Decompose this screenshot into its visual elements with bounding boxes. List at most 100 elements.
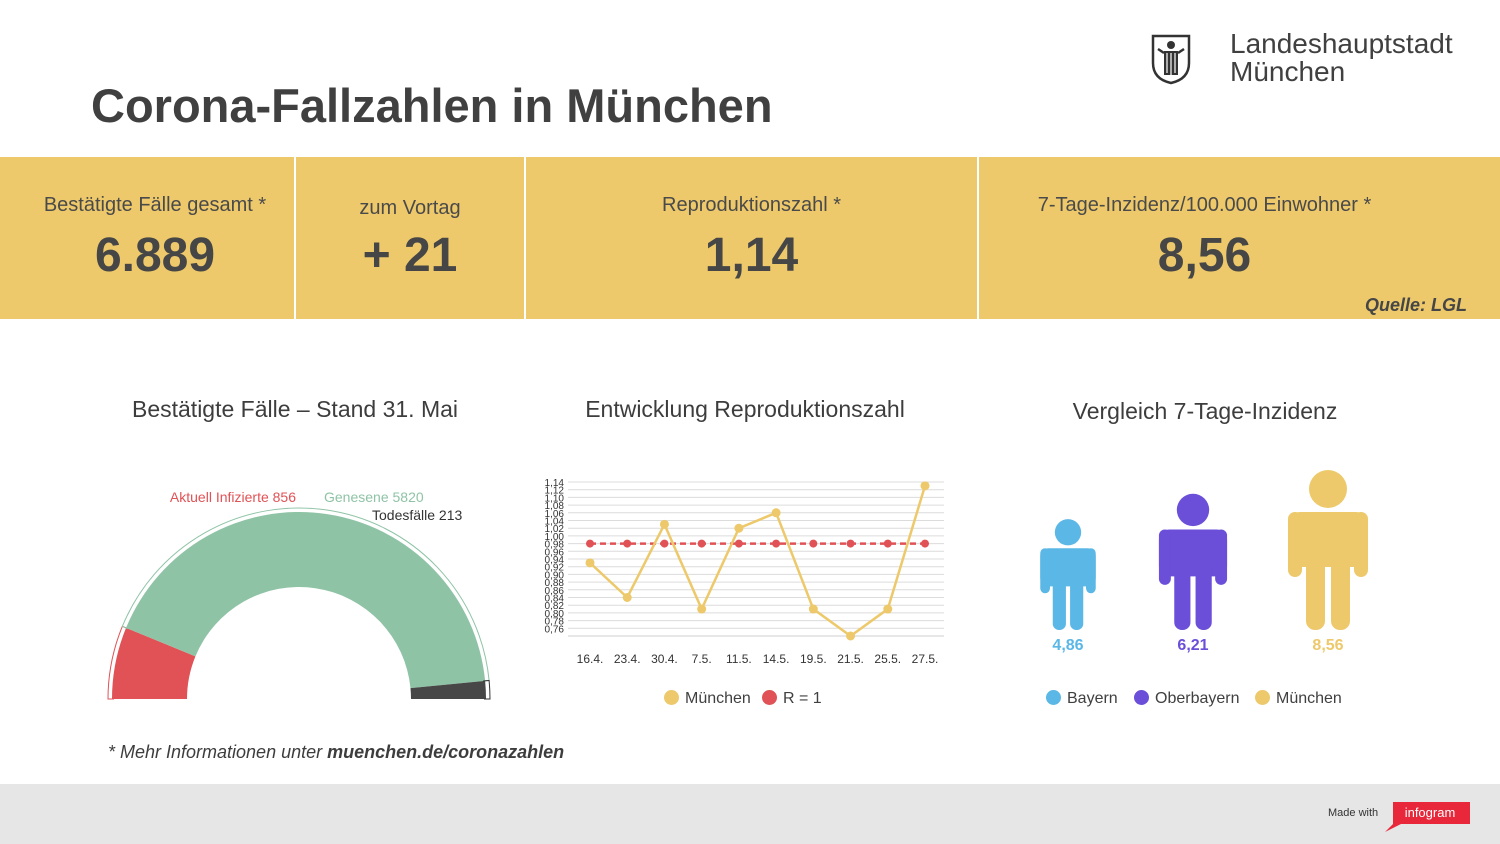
legend-dot — [1134, 690, 1149, 705]
slice-deaths-bracket — [483, 679, 491, 700]
point-r1[interactable] — [586, 539, 594, 548]
legend-dot — [1255, 690, 1270, 705]
infogram-logo-text: infogram — [1405, 805, 1456, 820]
y-tick-label: 1,14 — [545, 478, 565, 489]
made-with-label: Made with — [1328, 807, 1379, 819]
point-muenchen[interactable] — [622, 593, 632, 602]
kpi-reproduction-value: 1,14 — [704, 229, 799, 282]
point-r1[interactable] — [660, 539, 669, 548]
kpi-previous-day-value: + 21 — [362, 229, 458, 282]
cases-chart-title: Bestätigte Fälle – Stand 31. Mai — [131, 396, 459, 422]
legend-label: Oberbayern — [1155, 690, 1240, 707]
person-oberbayern-icon — [1158, 493, 1228, 630]
slice-deaths[interactable] — [410, 680, 486, 699]
point-r1[interactable] — [883, 539, 892, 548]
point-muenchen[interactable] — [697, 604, 707, 614]
y-tick-label: 1,10 — [545, 493, 565, 504]
point-r1[interactable] — [623, 539, 632, 548]
y-tick-label: 0,80 — [545, 609, 565, 620]
x-tick-label: 30.4. — [651, 652, 678, 666]
legend-item-muenchen-incidence: München — [1255, 690, 1342, 708]
label-recovered: Genesene 5820 — [324, 489, 424, 505]
incidence-value-label: 8,56 — [1312, 637, 1343, 654]
point-r1[interactable] — [921, 539, 929, 548]
r-line-chart: 0,760,780,800,820,840,860,880,900,920,94… — [545, 478, 944, 666]
point-muenchen[interactable] — [734, 523, 744, 533]
cases-donut-chart: Aktuell Infizierte 856 Genesene 5820 Todes… — [107, 489, 491, 700]
kpi-divider — [294, 157, 296, 319]
kpi-divider — [524, 157, 526, 319]
kpi-band — [0, 157, 1500, 319]
footer-bar — [0, 784, 1500, 844]
y-tick-label: 0,84 — [545, 594, 565, 605]
point-muenchen[interactable] — [771, 508, 781, 518]
slice-infected[interactable] — [112, 627, 196, 699]
city-line-1: Landeshauptstadt — [1230, 28, 1453, 59]
y-tick-label: 1,06 — [545, 509, 565, 520]
series-line-muenchen — [589, 485, 927, 638]
person-bayern-icon — [1040, 519, 1096, 630]
y-tick-label: 0,88 — [545, 578, 565, 589]
footnote-link[interactable]: muenchen.de/coronazahlen — [327, 742, 565, 762]
x-tick-label: 27.5. — [912, 652, 939, 666]
kpi-divider — [977, 157, 979, 319]
legend-dot — [762, 690, 777, 705]
y-tick-label: 0,98 — [545, 540, 565, 551]
point-muenchen[interactable] — [659, 519, 669, 529]
point-muenchen[interactable] — [808, 604, 818, 614]
label-infected: Aktuell Infizierte 856 — [170, 489, 296, 505]
point-muenchen[interactable] — [846, 631, 856, 641]
kpi-incidence-label: 7-Tage-Inzidenz/100.000 Einwohner * — [1037, 194, 1372, 216]
page-title: Corona-Fallzahlen in München — [91, 79, 773, 132]
label-deaths: Todesfälle 213 — [372, 507, 463, 523]
point-muenchen[interactable] — [920, 481, 930, 491]
y-tick-label: 1,12 — [545, 486, 565, 497]
r-chart-title: Entwicklung Reproduktionszahl — [585, 396, 905, 422]
y-tick-label: 1,02 — [545, 524, 565, 535]
city-name: Landeshauptstadt München — [1230, 30, 1453, 86]
x-tick-label: 7.5. — [692, 652, 712, 666]
x-tick-label: 23.4. — [614, 652, 641, 666]
legend-item-oberbayern: Oberbayern — [1134, 690, 1240, 708]
y-tick-label: 1,04 — [545, 517, 565, 528]
x-tick-label: 16.4. — [577, 652, 604, 666]
point-r1[interactable] — [772, 539, 781, 548]
legend-label: R = 1 — [783, 690, 822, 707]
legend-dot — [1046, 690, 1061, 705]
point-muenchen[interactable] — [585, 558, 595, 568]
y-tick-label: 0,76 — [545, 624, 565, 635]
slice-recovered[interactable] — [126, 512, 486, 689]
munich-coat-of-arms-icon — [1151, 34, 1191, 85]
point-muenchen[interactable] — [883, 604, 893, 614]
x-tick-label: 19.5. — [800, 652, 827, 666]
y-tick-label: 1,08 — [545, 501, 565, 512]
kpi-total-cases-value: 6.889 — [94, 229, 216, 282]
source-note: Quelle: LGL — [1364, 295, 1467, 315]
incidence-value-label: 4,86 — [1052, 637, 1083, 654]
y-tick-label: 0,82 — [545, 601, 565, 612]
incidence-chart-title: Vergleich 7-Tage-Inzidenz — [1072, 398, 1338, 424]
x-tick-label: 14.5. — [763, 652, 790, 666]
infogram-logo[interactable]: infogram — [1383, 802, 1470, 832]
kpi-previous-day-label: zum Vortag — [359, 197, 461, 219]
y-tick-label: 0,96 — [545, 547, 565, 558]
point-r1[interactable] — [809, 539, 818, 548]
incidence-pictogram-chart: 4,86 6,21 8,56 — [1040, 470, 1368, 654]
footnote-prefix: * Mehr Informationen unter — [108, 742, 328, 762]
x-tick-label: 25.5. — [874, 652, 901, 666]
point-r1[interactable] — [846, 539, 855, 548]
x-tick-label: 11.5. — [726, 652, 752, 666]
legend-item-muenchen: München — [664, 690, 751, 708]
y-tick-label: 0,86 — [545, 586, 565, 597]
legend-label: München — [685, 690, 751, 707]
y-tick-label: 0,92 — [545, 563, 565, 574]
y-tick-label: 0,94 — [545, 555, 565, 566]
point-r1[interactable] — [734, 539, 743, 548]
point-r1[interactable] — [697, 539, 706, 548]
legend-dot — [664, 690, 679, 705]
person-muenchen-icon — [1288, 470, 1368, 630]
footnote: * Mehr Informationen unter muenchen.de/c… — [108, 742, 564, 763]
legend-item-bayern: Bayern — [1046, 690, 1118, 708]
x-tick-label: 21.5. — [837, 652, 864, 666]
city-line-2: München — [1230, 56, 1346, 87]
